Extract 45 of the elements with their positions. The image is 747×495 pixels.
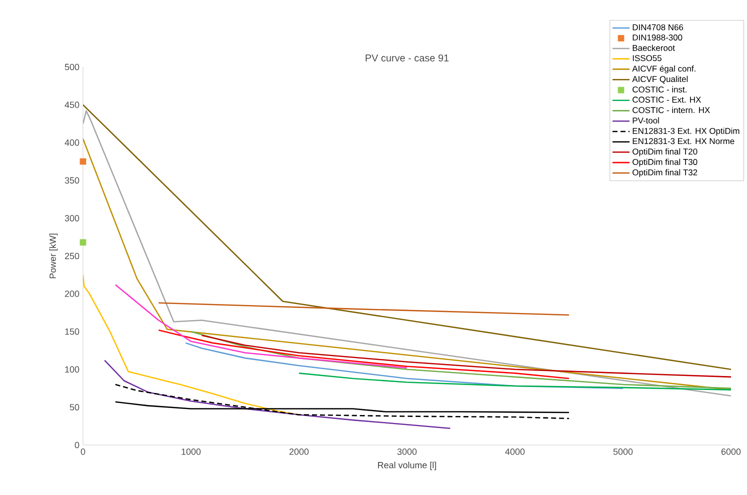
x-tick-label: 6000 xyxy=(721,448,741,455)
x-axis-title: Real volume [l] xyxy=(378,462,436,470)
y-tick-label: 450 xyxy=(64,102,80,108)
x-tick-label: 4000 xyxy=(505,448,525,455)
y-tick-label: 250 xyxy=(64,252,80,260)
line-series xyxy=(201,334,732,378)
line-series xyxy=(83,274,300,416)
line-series xyxy=(114,284,408,369)
legend-label: AICVF égal conf. xyxy=(632,65,696,74)
y-tick-label: 300 xyxy=(64,215,80,222)
y-tick-label: 500 xyxy=(64,64,80,70)
x-tick-label: 5000 xyxy=(613,448,633,455)
y-tick-label: 150 xyxy=(65,328,80,335)
legend-label: COSTIC - Ext. HX xyxy=(632,96,701,103)
line-series xyxy=(190,330,732,389)
line-series xyxy=(298,372,732,390)
y-tick-label: 0 xyxy=(74,442,80,448)
legend-label: EN12831-3 Ext. HX OptiDim xyxy=(632,128,740,136)
x-tick-label: 0 xyxy=(80,448,86,455)
y-tick-label: 200 xyxy=(64,290,80,297)
line-series xyxy=(114,384,570,420)
legend-label: COSTIC - intern. HX xyxy=(632,106,710,114)
legend-label: OptiDim final T20 xyxy=(632,148,698,156)
y-tick-label: 50 xyxy=(70,404,80,410)
legend-label: ISSO55 xyxy=(632,55,662,62)
line-series xyxy=(104,360,451,430)
line-series xyxy=(184,342,624,389)
x-tick-label: 2000 xyxy=(289,448,309,455)
legend-label: PV-tool xyxy=(632,117,659,124)
chart-title: PV curve - case 91 xyxy=(366,54,449,62)
legend-label: OptiDim final T30 xyxy=(632,158,698,167)
y-tick-label: 100 xyxy=(65,366,80,373)
y-tick-label: 400 xyxy=(64,139,80,146)
legend-label: COSTIC - inst. xyxy=(632,86,686,92)
legend-label: EN12831-3 Ext. HX Norme xyxy=(632,138,734,144)
x-tick-label: 3000 xyxy=(397,448,417,455)
x-tick-label: 1000 xyxy=(182,448,201,455)
line-series xyxy=(158,329,570,380)
y-axis-title: Power [kW] xyxy=(49,234,58,278)
legend-label: Baeckeroot xyxy=(632,44,675,51)
legend-label: DIN1988-300 xyxy=(632,34,682,40)
legend-label: OptiDim final T32 xyxy=(632,169,698,178)
legend-label: DIN4708 N66 xyxy=(632,24,684,30)
legend-label: AICVF Qualitel xyxy=(632,76,688,84)
y-tick-label: 350 xyxy=(64,177,80,184)
